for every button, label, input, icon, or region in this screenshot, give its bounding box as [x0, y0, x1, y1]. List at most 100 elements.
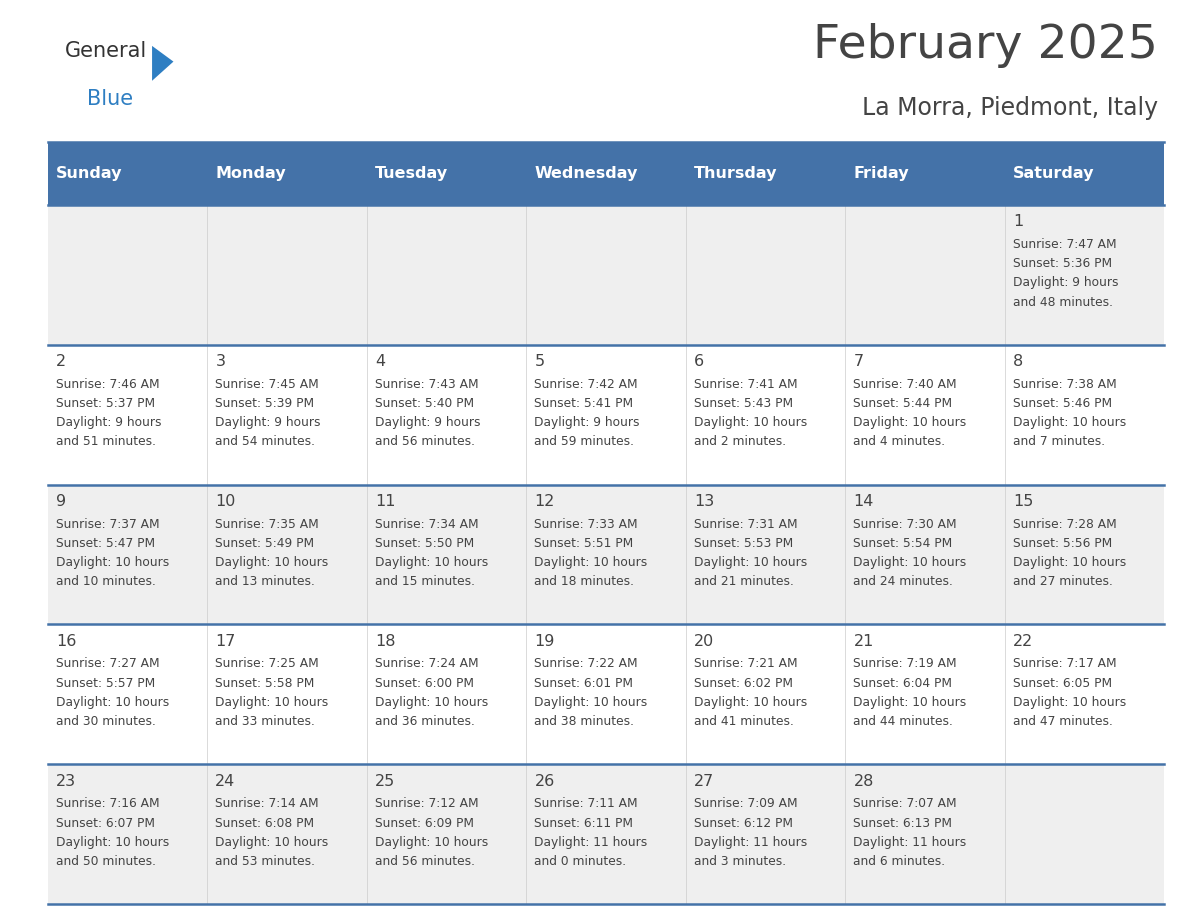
Text: and 44 minutes.: and 44 minutes.: [853, 715, 953, 728]
Bar: [685, 142, 845, 205]
Text: and 48 minutes.: and 48 minutes.: [1013, 296, 1113, 308]
Text: and 33 minutes.: and 33 minutes.: [215, 715, 315, 728]
Text: Sunset: 5:41 PM: Sunset: 5:41 PM: [535, 397, 633, 410]
Text: and 54 minutes.: and 54 minutes.: [215, 435, 315, 449]
Text: and 4 minutes.: and 4 minutes.: [853, 435, 946, 449]
Text: Sunrise: 7:21 AM: Sunrise: 7:21 AM: [694, 657, 797, 670]
Text: 2: 2: [56, 353, 67, 369]
Text: Sunrise: 7:25 AM: Sunrise: 7:25 AM: [215, 657, 320, 670]
Text: 26: 26: [535, 774, 555, 789]
Text: Daylight: 9 hours: Daylight: 9 hours: [535, 416, 640, 430]
Text: 15: 15: [1013, 494, 1034, 509]
Text: Sunrise: 7:14 AM: Sunrise: 7:14 AM: [215, 798, 320, 811]
Text: 24: 24: [215, 774, 235, 789]
Text: Sunset: 5:44 PM: Sunset: 5:44 PM: [853, 397, 953, 410]
Bar: [48, 344, 1164, 485]
Text: Sunrise: 7:30 AM: Sunrise: 7:30 AM: [853, 518, 958, 531]
Bar: [48, 485, 1164, 624]
Text: and 41 minutes.: and 41 minutes.: [694, 715, 794, 728]
Text: Sunrise: 7:31 AM: Sunrise: 7:31 AM: [694, 518, 797, 531]
Text: and 3 minutes.: and 3 minutes.: [694, 856, 786, 868]
Text: 22: 22: [1013, 633, 1034, 649]
Text: Sunrise: 7:41 AM: Sunrise: 7:41 AM: [694, 377, 797, 391]
Text: 8: 8: [1013, 353, 1023, 369]
Text: Sunset: 5:57 PM: Sunset: 5:57 PM: [56, 677, 156, 689]
Bar: [207, 142, 367, 205]
Text: Sunset: 5:56 PM: Sunset: 5:56 PM: [1013, 537, 1112, 550]
Text: Daylight: 9 hours: Daylight: 9 hours: [1013, 276, 1119, 289]
Text: 28: 28: [853, 774, 874, 789]
Text: 3: 3: [215, 353, 226, 369]
Bar: [48, 624, 1164, 765]
Text: Sunset: 5:51 PM: Sunset: 5:51 PM: [535, 537, 633, 550]
Text: and 2 minutes.: and 2 minutes.: [694, 435, 786, 449]
Bar: [48, 765, 1164, 904]
Text: Daylight: 10 hours: Daylight: 10 hours: [1013, 556, 1126, 569]
Text: Sunset: 5:47 PM: Sunset: 5:47 PM: [56, 537, 154, 550]
Text: 23: 23: [56, 774, 76, 789]
Text: Daylight: 10 hours: Daylight: 10 hours: [853, 416, 967, 430]
Text: Daylight: 10 hours: Daylight: 10 hours: [535, 696, 647, 709]
Text: Daylight: 9 hours: Daylight: 9 hours: [215, 416, 321, 430]
Text: 11: 11: [375, 494, 396, 509]
Text: Daylight: 10 hours: Daylight: 10 hours: [535, 556, 647, 569]
Text: and 36 minutes.: and 36 minutes.: [375, 715, 475, 728]
Text: Sunrise: 7:33 AM: Sunrise: 7:33 AM: [535, 518, 638, 531]
Text: Sunset: 5:40 PM: Sunset: 5:40 PM: [375, 397, 474, 410]
Text: and 24 minutes.: and 24 minutes.: [853, 576, 953, 588]
Text: Sunrise: 7:16 AM: Sunrise: 7:16 AM: [56, 798, 159, 811]
Text: Sunrise: 7:35 AM: Sunrise: 7:35 AM: [215, 518, 320, 531]
Text: Sunrise: 7:24 AM: Sunrise: 7:24 AM: [375, 657, 479, 670]
Text: and 50 minutes.: and 50 minutes.: [56, 856, 156, 868]
Text: Daylight: 9 hours: Daylight: 9 hours: [375, 416, 480, 430]
Text: 18: 18: [375, 633, 396, 649]
Text: Sunrise: 7:34 AM: Sunrise: 7:34 AM: [375, 518, 479, 531]
Text: Sunset: 5:54 PM: Sunset: 5:54 PM: [853, 537, 953, 550]
Text: Daylight: 10 hours: Daylight: 10 hours: [853, 556, 967, 569]
Text: Sunset: 6:07 PM: Sunset: 6:07 PM: [56, 817, 154, 830]
Text: Sunrise: 7:27 AM: Sunrise: 7:27 AM: [56, 657, 159, 670]
Text: Daylight: 10 hours: Daylight: 10 hours: [375, 696, 488, 709]
Text: 27: 27: [694, 774, 714, 789]
Text: Sunrise: 7:09 AM: Sunrise: 7:09 AM: [694, 798, 797, 811]
Text: Sunset: 5:46 PM: Sunset: 5:46 PM: [1013, 397, 1112, 410]
Text: Tuesday: Tuesday: [375, 166, 448, 181]
Polygon shape: [152, 46, 173, 81]
Text: and 56 minutes.: and 56 minutes.: [375, 856, 475, 868]
Text: Sunset: 5:49 PM: Sunset: 5:49 PM: [215, 537, 315, 550]
Text: 20: 20: [694, 633, 714, 649]
Bar: [1005, 142, 1164, 205]
Text: Sunset: 6:11 PM: Sunset: 6:11 PM: [535, 817, 633, 830]
Text: Sunrise: 7:40 AM: Sunrise: 7:40 AM: [853, 377, 958, 391]
Text: Daylight: 10 hours: Daylight: 10 hours: [215, 836, 329, 849]
Text: 12: 12: [535, 494, 555, 509]
Bar: [526, 142, 685, 205]
Text: Sunrise: 7:42 AM: Sunrise: 7:42 AM: [535, 377, 638, 391]
Text: Daylight: 11 hours: Daylight: 11 hours: [694, 836, 807, 849]
Text: Sunset: 6:05 PM: Sunset: 6:05 PM: [1013, 677, 1112, 689]
Text: Sunset: 6:09 PM: Sunset: 6:09 PM: [375, 817, 474, 830]
Text: Sunset: 5:36 PM: Sunset: 5:36 PM: [1013, 257, 1112, 270]
Text: Sunset: 6:02 PM: Sunset: 6:02 PM: [694, 677, 792, 689]
Text: and 10 minutes.: and 10 minutes.: [56, 576, 156, 588]
Bar: [367, 142, 526, 205]
Text: and 51 minutes.: and 51 minutes.: [56, 435, 156, 449]
Text: 14: 14: [853, 494, 874, 509]
Text: Daylight: 10 hours: Daylight: 10 hours: [375, 836, 488, 849]
Text: Sunrise: 7:28 AM: Sunrise: 7:28 AM: [1013, 518, 1117, 531]
Text: and 27 minutes.: and 27 minutes.: [1013, 576, 1113, 588]
Text: Sunset: 6:13 PM: Sunset: 6:13 PM: [853, 817, 953, 830]
Text: 1: 1: [1013, 214, 1023, 229]
Text: Sunrise: 7:37 AM: Sunrise: 7:37 AM: [56, 518, 159, 531]
Text: Sunset: 5:37 PM: Sunset: 5:37 PM: [56, 397, 154, 410]
Text: and 0 minutes.: and 0 minutes.: [535, 856, 626, 868]
Text: Sunrise: 7:46 AM: Sunrise: 7:46 AM: [56, 377, 159, 391]
Text: Sunrise: 7:22 AM: Sunrise: 7:22 AM: [535, 657, 638, 670]
Bar: [845, 142, 1005, 205]
Text: Sunrise: 7:11 AM: Sunrise: 7:11 AM: [535, 798, 638, 811]
Text: Daylight: 9 hours: Daylight: 9 hours: [56, 416, 162, 430]
Text: Blue: Blue: [87, 89, 133, 109]
Text: Sunset: 6:04 PM: Sunset: 6:04 PM: [853, 677, 953, 689]
Text: and 56 minutes.: and 56 minutes.: [375, 435, 475, 449]
Bar: [48, 142, 207, 205]
